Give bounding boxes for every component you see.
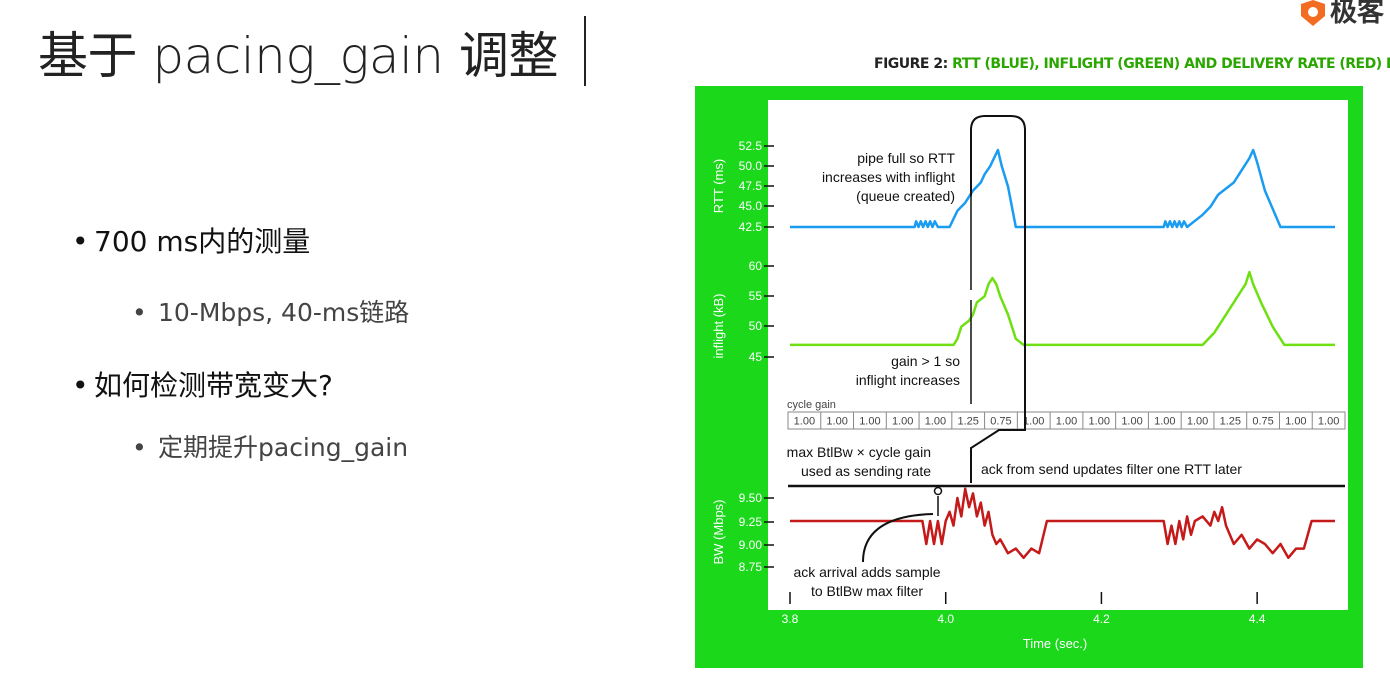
cycle-gain-cell: 1.25	[1220, 416, 1241, 428]
cycle-gain-cell: 1.00	[892, 416, 913, 428]
annotation-ack-send: ack from send updates filter one RTT lat…	[981, 461, 1242, 477]
x-tick-label: 4.4	[1249, 612, 1266, 626]
rtt-series-line	[790, 148, 1335, 229]
slide-title: 基于 pacing_gain 调整	[38, 27, 558, 85]
cycle-gain-cell: 1.00	[794, 416, 815, 428]
text-cursor	[584, 16, 586, 86]
y-tick-label: 8.75	[739, 560, 763, 574]
cycle-gain-label: cycle gain	[787, 399, 836, 411]
y-tick-label: 45.0	[739, 199, 763, 213]
bw-series-line	[790, 487, 1335, 560]
y-tick-label: 47.5	[739, 179, 763, 193]
y-tick-label: 52.5	[739, 139, 763, 153]
annotation-arrow	[862, 513, 934, 563]
cycle-gain-cell: 1.00	[925, 416, 946, 428]
cycle-gain-cell: 1.00	[1056, 416, 1077, 428]
y-tick-label: 55	[749, 289, 763, 303]
cycle-gain-cell: 1.00	[1089, 416, 1110, 428]
annotation-pipe-full: (queue created)	[856, 188, 955, 204]
sub-bullet-text: 定期提升pacing_gain	[158, 433, 409, 462]
cycle-gain-cell: 1.00	[1318, 416, 1339, 428]
bullet-item: • 700 ms内的测量	[72, 225, 311, 258]
sample-marker	[933, 486, 943, 496]
sub-bullet-item: • 定期提升pacing_gain	[132, 433, 409, 462]
sub-bullet-item: • 10-Mbps, 40-ms链路	[132, 298, 410, 327]
figure-caption: FIGURE 2: RTT (BLUE), INFLIGHT (GREEN) A…	[874, 56, 1390, 72]
x-tick-label: 4.2	[1093, 612, 1110, 626]
bullet-text: 700 ms内的测量	[94, 225, 311, 258]
y-tick-label: 60	[749, 259, 763, 273]
y-tick-label: 9.50	[739, 491, 763, 505]
annotation-pipe-full: pipe full so RTT	[857, 150, 955, 166]
plot-area	[768, 100, 1348, 610]
bullet-item: • 如何检测带宽变大?	[72, 369, 333, 402]
annotation-gain: gain > 1 so	[891, 353, 960, 369]
feedback-loop-line	[970, 115, 1026, 483]
x-axis-title: Time (sec.)	[1023, 636, 1088, 651]
y-axis-title: RTT (ms)	[711, 159, 726, 213]
y-tick-label: 50.0	[739, 159, 763, 173]
y-tick-label: 42.5	[739, 220, 763, 234]
y-tick-label: 9.25	[739, 515, 763, 529]
y-tick-label: 50	[749, 319, 763, 333]
figure-caption-highlight: RTT (BLUE), INFLIGHT (GREEN) AND DELIVER…	[952, 56, 1390, 72]
y-axis-title: inflight (kB)	[711, 293, 726, 358]
cycle-gain-row	[787, 411, 1346, 430]
y-tick-label: 9.00	[739, 538, 763, 552]
y-tick-label: 45	[749, 350, 763, 364]
x-tick-label: 3.8	[782, 612, 799, 626]
annotation-pipe-full: increases with inflight	[822, 169, 955, 185]
figure-caption-prefix: FIGURE 2:	[874, 56, 953, 72]
chart-frame: 52.5 50.0 47.5 45.0 42.5 RTT (ms) 60 55 50 45 infl…	[695, 86, 1363, 668]
cycle-gain-cell: 0.75	[990, 416, 1011, 428]
sub-bullet-text: 10-Mbps, 40-ms链路	[158, 298, 410, 327]
cycle-gain-cell: 1.00	[859, 416, 880, 428]
cycle-gain-cell: 1.00	[1285, 416, 1306, 428]
x-tick-label: 4.0	[937, 612, 954, 626]
cycle-gain-cell: 1.00	[1121, 416, 1142, 428]
figure-chart: 52.5 50.0 47.5 45.0 42.5 RTT (ms) 60 55 50 45 infl…	[711, 100, 1348, 651]
annotation-gain: inflight increases	[856, 372, 960, 388]
cycle-gain-cell: 1.00	[1154, 416, 1175, 428]
logo-icon	[1298, 0, 1328, 26]
annotation-ack-arrival: to BtlBw max filter	[811, 583, 923, 599]
logo-text: 极客	[1330, 0, 1384, 28]
annotation-ack-arrival: ack arrival adds sample	[793, 564, 940, 580]
bullet-text: 如何检测带宽变大?	[94, 369, 333, 402]
annotation-max-btlbw: used as sending rate	[801, 463, 931, 479]
annotation-max-btlbw: max BtlBw × cycle gain	[787, 444, 931, 460]
brand-logo: 极客	[1298, 0, 1384, 26]
cycle-gain-cell: 0.75	[1252, 416, 1273, 428]
cycle-gain-cell: 1.25	[957, 416, 978, 428]
inflight-series-line	[790, 270, 1335, 347]
cycle-gain-cell: 1.00	[1023, 416, 1044, 428]
y-axis-title: BW (Mbps)	[711, 500, 726, 565]
cycle-gain-cell: 1.00	[1187, 416, 1208, 428]
cycle-gain-cell: 1.00	[826, 416, 847, 428]
